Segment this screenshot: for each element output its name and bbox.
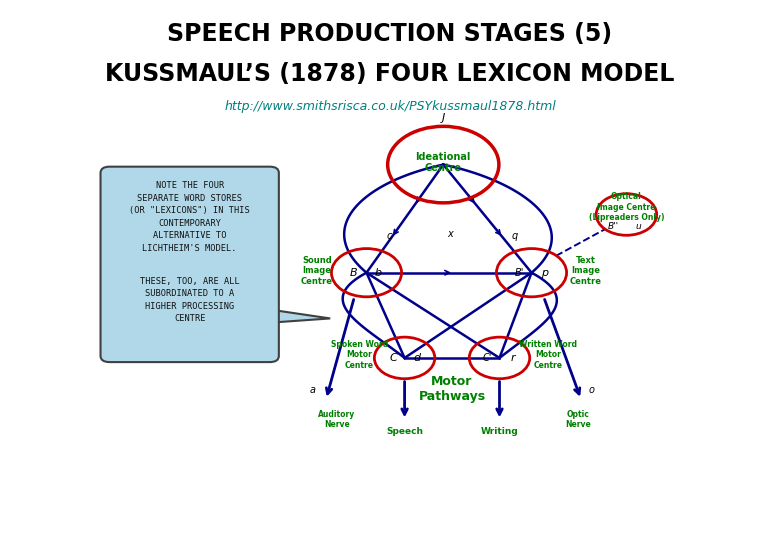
Text: Optical
Image Centre
(Lipreaders Only): Optical Image Centre (Lipreaders Only) — [589, 192, 665, 222]
Text: NOTE THE FOUR
SEPARATE WORD STORES
(OR "LEXICONS") IN THIS
CONTEMPORARY
ALTERNAT: NOTE THE FOUR SEPARATE WORD STORES (OR "… — [129, 181, 250, 253]
Text: C: C — [390, 353, 398, 363]
Text: a: a — [309, 384, 315, 395]
Text: u: u — [636, 221, 641, 231]
Text: http://www.smithsrisca.co.uk/PSYkussmaul1878.html: http://www.smithsrisca.co.uk/PSYkussmaul… — [224, 100, 556, 113]
Text: Spoken Word
Motor
Centre: Spoken Word Motor Centre — [331, 340, 388, 369]
Text: Writing: Writing — [480, 427, 519, 436]
Text: Speech: Speech — [386, 427, 423, 436]
FancyBboxPatch shape — [101, 167, 279, 362]
Text: b: b — [375, 268, 382, 278]
Text: THESE, TOO, ARE ALL
SUBORDINATED TO A
HIGHER PROCESSING
CENTRE: THESE, TOO, ARE ALL SUBORDINATED TO A HI… — [140, 277, 239, 323]
Text: Text
Image
Centre: Text Image Centre — [570, 256, 602, 286]
Text: B'': B'' — [608, 221, 619, 231]
Text: Motor
Pathways: Motor Pathways — [419, 375, 486, 403]
Text: B': B' — [515, 268, 524, 278]
Text: B: B — [349, 268, 357, 278]
Text: x: x — [447, 230, 453, 239]
Text: q: q — [512, 231, 518, 241]
Text: c: c — [387, 231, 392, 241]
Text: o: o — [588, 384, 594, 395]
Text: p: p — [541, 268, 548, 278]
Text: r: r — [510, 353, 515, 363]
Text: KUSSMAUL’S (1878) FOUR LEXICON MODEL: KUSSMAUL’S (1878) FOUR LEXICON MODEL — [105, 62, 675, 86]
Text: Ideational
Centre: Ideational Centre — [416, 152, 471, 173]
Text: J: J — [441, 113, 445, 123]
Text: SPEECH PRODUCTION STAGES (5): SPEECH PRODUCTION STAGES (5) — [168, 22, 612, 45]
Text: C': C' — [483, 353, 492, 363]
Polygon shape — [260, 308, 330, 323]
Text: Written Word
Motor
Centre: Written Word Motor Centre — [519, 340, 577, 369]
Text: Optic
Nerve: Optic Nerve — [566, 410, 591, 429]
Text: d: d — [413, 353, 420, 363]
Text: Auditory
Nerve: Auditory Nerve — [318, 410, 356, 429]
Text: Sound
Image
Centre: Sound Image Centre — [301, 256, 333, 286]
